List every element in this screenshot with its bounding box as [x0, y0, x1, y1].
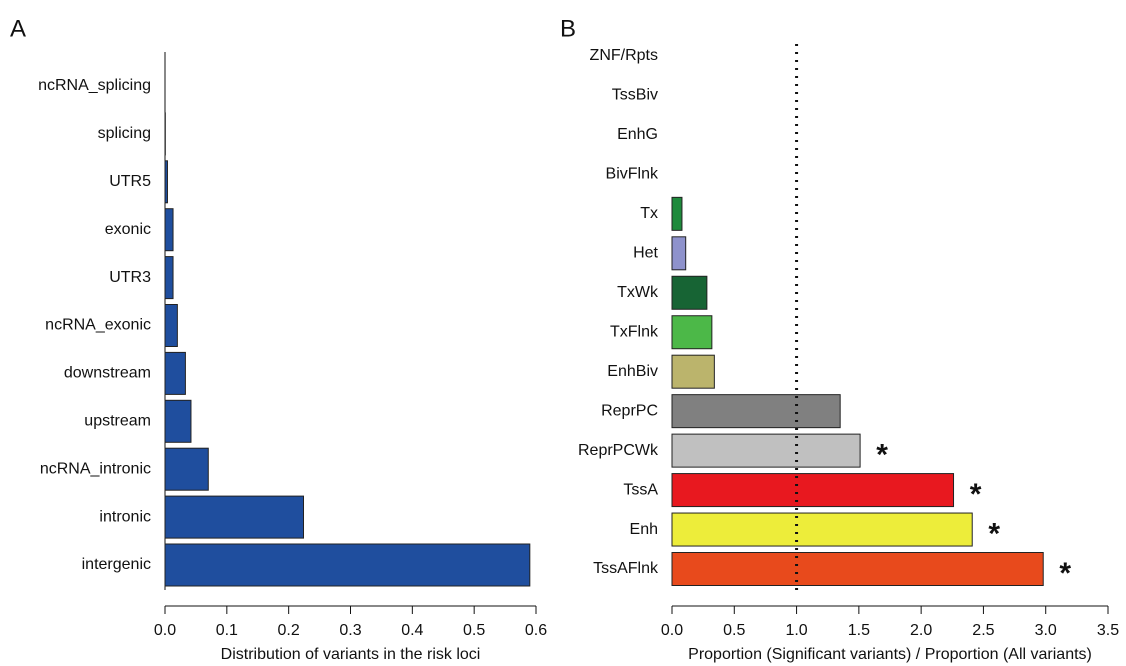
y-tick-label: EnhG — [617, 126, 658, 143]
y-tick-label: TxFlnk — [610, 323, 659, 340]
bar — [164, 351, 186, 395]
bar — [164, 399, 192, 443]
x-tick-label: 0.0 — [154, 622, 176, 639]
y-tick-label: Enh — [630, 521, 658, 538]
panel-label: A — [10, 15, 26, 42]
y-tick-label: TssAFlnk — [593, 560, 659, 577]
x-tick-label: 0.2 — [278, 622, 300, 639]
y-tick-label: intronic — [99, 508, 151, 525]
y-tick-label: splicing — [98, 125, 151, 142]
bar — [164, 208, 174, 252]
y-tick-label: UTR3 — [109, 269, 151, 286]
y-tick-label: BivFlnk — [606, 166, 659, 183]
x-axis-label: Distribution of variants in the risk loc… — [221, 646, 481, 663]
y-tick-label: upstream — [84, 413, 151, 430]
bar — [164, 304, 178, 347]
bar — [671, 433, 861, 468]
x-tick-label: 2.0 — [910, 622, 932, 639]
x-tick-label: 0.3 — [339, 622, 361, 639]
x-tick-label: 0.5 — [463, 622, 485, 639]
bar — [671, 315, 713, 350]
bar — [164, 256, 174, 300]
y-tick-label: ncRNA_intronic — [40, 460, 151, 477]
bar — [164, 543, 531, 587]
bar — [671, 394, 841, 429]
x-tick-label: 3.0 — [1035, 622, 1057, 639]
x-tick-label: 0.0 — [661, 622, 683, 639]
x-tick-label: 2.5 — [972, 622, 994, 639]
x-axis-label: Proportion (Significant variants) / Prop… — [688, 646, 1092, 663]
y-tick-label: ncRNA_splicing — [38, 77, 151, 94]
y-tick-label: UTR5 — [109, 173, 151, 190]
x-tick-label: 1.5 — [848, 622, 870, 639]
x-tick-label: 0.6 — [525, 622, 547, 639]
significance-marker: * — [988, 517, 1000, 550]
y-tick-label: TxWk — [617, 284, 659, 301]
significance-marker: * — [970, 478, 982, 511]
bar — [164, 495, 305, 539]
bar — [671, 275, 708, 310]
bar — [671, 552, 1044, 586]
bar — [671, 196, 683, 231]
x-tick-label: 0.5 — [723, 622, 745, 639]
y-tick-label: Het — [633, 245, 658, 262]
y-tick-label: intergenic — [82, 556, 151, 573]
bar — [164, 160, 168, 204]
y-tick-label: ncRNA_exonic — [45, 317, 151, 334]
x-tick-label: 1.0 — [785, 622, 807, 639]
x-tick-label: 0.4 — [401, 622, 423, 639]
y-tick-label: downstream — [64, 365, 151, 382]
y-tick-label: exonic — [105, 221, 151, 238]
y-tick-label: Tx — [640, 205, 658, 222]
bar — [671, 236, 687, 271]
y-tick-label: EnhBiv — [607, 363, 658, 380]
significance-marker: * — [876, 439, 888, 472]
bar — [671, 354, 715, 389]
bar — [671, 512, 973, 547]
y-tick-label: ReprPC — [601, 402, 658, 419]
panel-label: B — [560, 15, 576, 42]
bar — [671, 473, 955, 508]
y-tick-label: ReprPCWk — [578, 442, 659, 459]
x-tick-label: 0.1 — [216, 622, 238, 639]
x-tick-label: 3.5 — [1097, 622, 1119, 639]
significance-marker: * — [1059, 557, 1071, 590]
y-tick-label: TssBiv — [612, 87, 658, 104]
y-tick-label: ZNF/Rpts — [590, 47, 658, 64]
bar — [164, 447, 209, 491]
y-tick-label: TssA — [623, 481, 658, 498]
